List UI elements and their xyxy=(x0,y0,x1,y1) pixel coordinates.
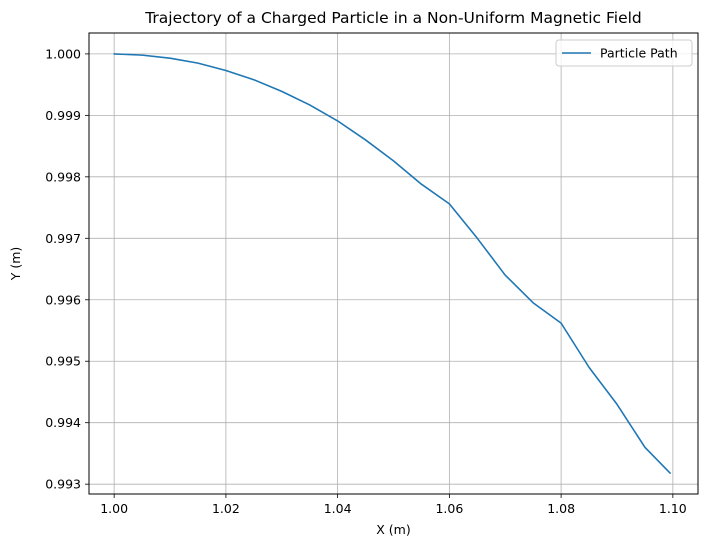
y-tick-label: 0.994 xyxy=(45,415,81,430)
x-tick-label: 1.04 xyxy=(324,501,352,516)
x-axis-label: X (m) xyxy=(376,522,410,537)
x-tick-label: 1.10 xyxy=(659,501,687,516)
y-tick-label: 0.995 xyxy=(45,354,81,369)
y-tick-label: 0.999 xyxy=(45,108,81,123)
legend: Particle Path xyxy=(555,39,693,67)
y-axis-ticks: 0.993 0.994 0.995 0.996 0.997 0.998 0.999 1.000 xyxy=(45,46,89,492)
legend-box xyxy=(555,39,693,67)
series-line-particle-path xyxy=(113,53,671,474)
legend-label-particle-path: Particle Path xyxy=(600,46,678,61)
y-axis-label: Y (m) xyxy=(8,247,23,282)
x-tick-label: 1.08 xyxy=(547,501,575,516)
series-layer xyxy=(113,53,671,474)
y-tick-label: 0.993 xyxy=(45,477,81,492)
y-tick-label: 0.998 xyxy=(45,169,81,184)
chart-title: Trajectory of a Charged Particle in a No… xyxy=(144,9,642,27)
y-tick-label: 0.997 xyxy=(45,231,81,246)
x-axis-ticks: 1.00 1.02 1.04 1.06 1.08 1.10 xyxy=(100,494,687,516)
x-tick-label: 1.02 xyxy=(212,501,240,516)
axes-frame xyxy=(88,32,699,495)
x-tick-label: 1.06 xyxy=(435,501,463,516)
y-tick-label: 1.000 xyxy=(45,46,81,61)
y-tick-label: 0.996 xyxy=(45,292,81,307)
x-tick-label: 1.00 xyxy=(100,501,128,516)
